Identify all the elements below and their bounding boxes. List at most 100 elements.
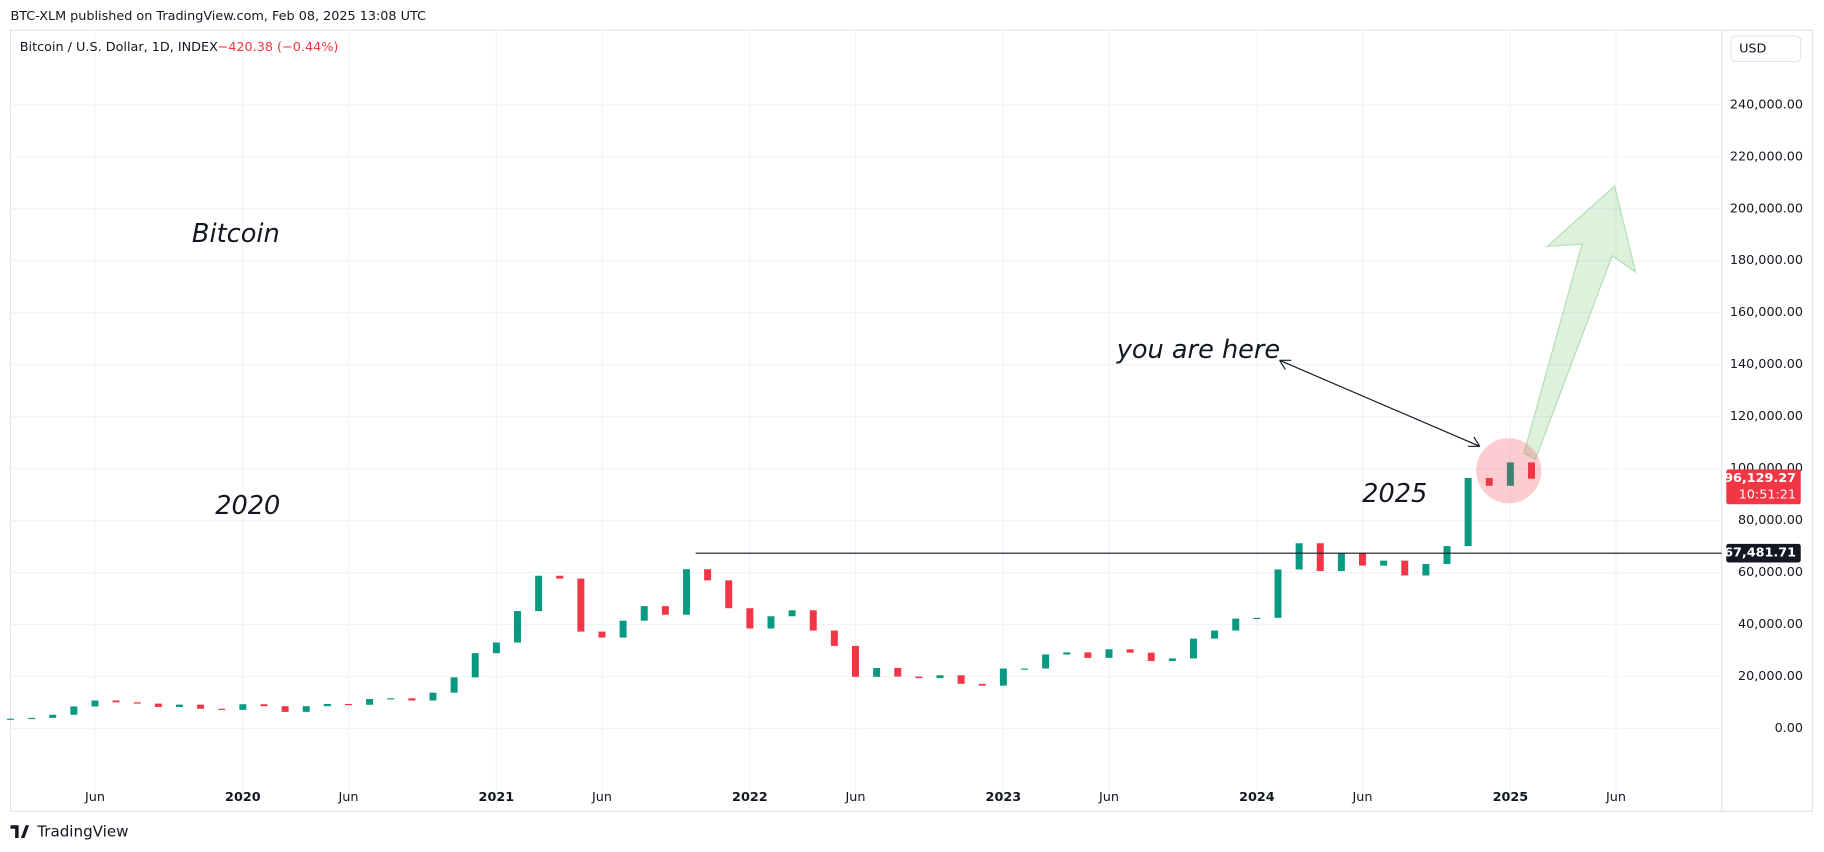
x-tick-label: Jun [591, 790, 612, 805]
candle [1105, 649, 1113, 658]
candle [197, 704, 205, 709]
hline-label-box [1726, 543, 1801, 563]
candle [640, 606, 648, 621]
candle [1168, 658, 1176, 661]
candle [218, 708, 226, 710]
candle [91, 700, 99, 707]
candle [746, 608, 754, 629]
candle [175, 704, 183, 707]
candle [1506, 462, 1514, 486]
hline-label: 67,481.71 [1724, 546, 1796, 561]
candle [830, 630, 838, 646]
candle [366, 699, 374, 705]
candle [1147, 652, 1155, 661]
candle [851, 645, 859, 677]
candle [281, 706, 289, 712]
candle [999, 668, 1007, 686]
candle [112, 700, 120, 703]
candle [1211, 630, 1219, 639]
x-tick-label: Jun [1098, 790, 1119, 805]
candle [978, 683, 986, 686]
last-price-label: 96,129.27 [1724, 471, 1796, 486]
y-tick-label: 40,000.00 [1738, 617, 1803, 632]
y-tick-label: 120,000.00 [1730, 409, 1803, 424]
pointer-arrow [1279, 359, 1480, 447]
plot-frame [9, 29, 1813, 812]
footer-brand: TradingView [36, 823, 128, 841]
legend-change: −420.38 (−0.44%) [218, 40, 339, 55]
candle [471, 653, 479, 678]
candle [725, 580, 733, 609]
annotation: Bitcoin [192, 219, 280, 249]
candle [344, 703, 352, 706]
candle [1126, 649, 1134, 653]
candle [1042, 654, 1050, 669]
y-tick-label: 80,000.00 [1738, 513, 1803, 528]
x-tick-label: Jun [337, 790, 358, 805]
annotation: you are here [1116, 335, 1280, 365]
x-tick-label: 2021 [479, 790, 515, 805]
candle [239, 704, 247, 710]
candle [619, 620, 627, 638]
x-tick-label: 2025 [1493, 790, 1529, 805]
candle [1274, 569, 1282, 618]
candle [936, 675, 944, 679]
legend-title: Bitcoin / U.S. Dollar, 1D, INDEX [20, 40, 218, 55]
candle [598, 631, 606, 638]
candle [535, 575, 543, 612]
candle [682, 569, 690, 615]
y-tick-label: 140,000.00 [1730, 357, 1803, 372]
candle [1528, 462, 1535, 479]
x-tick-label: 2020 [225, 790, 261, 805]
x-tick-label: 2024 [1239, 790, 1275, 805]
y-tick-label: 20,000.00 [1738, 669, 1803, 684]
y-tick-label: 220,000.00 [1730, 149, 1803, 164]
candle [450, 677, 458, 693]
candle [1359, 553, 1366, 566]
candle [661, 606, 669, 615]
candle [1485, 478, 1493, 486]
highlight-circle [1476, 438, 1542, 504]
candle [49, 714, 57, 718]
candle [577, 578, 585, 632]
candle [1232, 618, 1240, 631]
candle [788, 610, 796, 617]
y-tick-label: 240,000.00 [1730, 97, 1803, 112]
x-tick-label: Jun [844, 790, 865, 805]
candle [1253, 617, 1261, 619]
candle [323, 703, 331, 707]
candle [429, 692, 437, 701]
x-tick-label: 2022 [732, 790, 768, 805]
candle [704, 569, 712, 581]
candle [873, 667, 881, 677]
candle [1295, 543, 1303, 570]
candle [1464, 478, 1472, 547]
candle [154, 703, 162, 707]
x-tick-label: Jun [84, 790, 105, 805]
publish-header: BTC-XLM published on TradingView.com, Fe… [10, 9, 426, 24]
candle [1063, 652, 1071, 655]
candle [957, 675, 965, 684]
candle [513, 611, 521, 643]
candle [1380, 560, 1388, 566]
candle [260, 704, 268, 707]
currency-box[interactable] [1730, 35, 1802, 63]
candle [6, 718, 14, 720]
x-tick-label: Jun [1352, 790, 1373, 805]
annotation: 2025 [1362, 479, 1427, 509]
brand-logo [10, 825, 30, 839]
x-tick-label: 2023 [986, 790, 1022, 805]
y-tick-label: 0.00 [1775, 721, 1803, 736]
last-price-box [1726, 469, 1801, 505]
candle [556, 575, 564, 579]
y-tick-label: 160,000.00 [1730, 305, 1803, 320]
annotation: 2020 [215, 491, 280, 521]
candle [894, 667, 902, 677]
candle [133, 702, 141, 704]
candle [387, 698, 395, 700]
arrow-heads [1279, 359, 1481, 447]
candle [1084, 652, 1092, 658]
candle [1316, 543, 1324, 572]
